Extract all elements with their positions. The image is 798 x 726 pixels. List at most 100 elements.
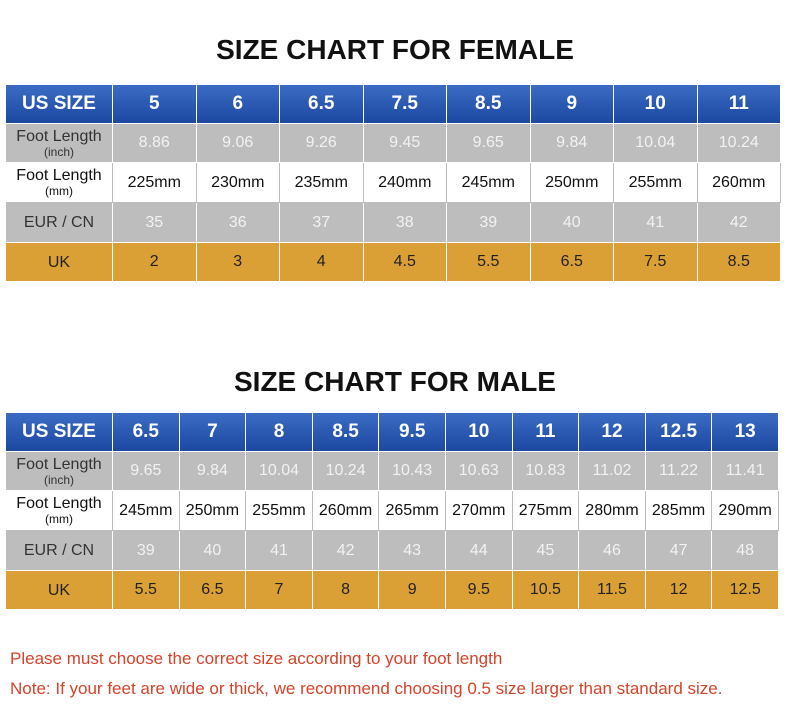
- label-text: UK: [47, 253, 71, 271]
- size-cell: 10.5: [512, 571, 580, 610]
- size-cell: 280mm: [579, 491, 646, 531]
- size-cell: 245mm: [447, 163, 531, 203]
- size-cell: 39: [447, 203, 531, 243]
- header-cell: US SIZE: [6, 413, 113, 452]
- size-cell: 48: [712, 531, 779, 571]
- size-cell: 4: [280, 243, 364, 282]
- size-cell: 250mm: [179, 491, 247, 531]
- size-cell: 10.83: [512, 452, 580, 491]
- size-cell: 43: [379, 531, 446, 571]
- header-cell: 11: [697, 85, 781, 124]
- header-cell: 8: [246, 413, 313, 452]
- size-cell: 10.04: [246, 452, 313, 491]
- header-cell: 8.5: [312, 413, 380, 452]
- size-cell: 42: [697, 203, 781, 243]
- size-cell: 260mm: [697, 163, 781, 203]
- row-label: EUR / CN: [6, 203, 113, 243]
- size-cell: 9.65: [447, 124, 531, 163]
- label-unit: (inch): [43, 472, 74, 487]
- size-cell: 45: [512, 531, 580, 571]
- size-cell: 5.5: [447, 243, 531, 282]
- size-cell: 11.5: [579, 571, 646, 610]
- size-cell: 255mm: [614, 163, 698, 203]
- label-text: Foot Length: [16, 455, 102, 473]
- header-cell: 11: [512, 413, 580, 452]
- header-cell: 7: [179, 413, 247, 452]
- size-cell: 9: [379, 571, 446, 610]
- size-cell: 41: [246, 531, 313, 571]
- header-cell: 9.5: [379, 413, 446, 452]
- size-cell: 2: [113, 243, 197, 282]
- size-cell: 6.5: [530, 243, 614, 282]
- size-cell: 44: [446, 531, 513, 571]
- size-cell: 8: [312, 571, 380, 610]
- size-cell: 9.26: [280, 124, 364, 163]
- size-cell: 5.5: [113, 571, 180, 610]
- row-label: Foot Length (inch): [6, 124, 113, 163]
- size-cell: 10.04: [614, 124, 698, 163]
- row-label: Foot Length (mm): [6, 491, 113, 531]
- size-cell: 6.5: [179, 571, 247, 610]
- size-cell: 41: [614, 203, 698, 243]
- row-label: Foot Length (inch): [6, 452, 113, 491]
- note-text: Note: If your feet are wide or thick, we…: [10, 679, 723, 698]
- size-cell: 270mm: [446, 491, 513, 531]
- size-cell: 11.22: [645, 452, 713, 491]
- size-cell: 10.43: [379, 452, 446, 491]
- size-cell: 9.65: [113, 452, 180, 491]
- table-title: SIZE CHART FOR FEMALE: [216, 34, 574, 65]
- label-text: Foot Length: [16, 167, 102, 184]
- size-cell: 9.45: [363, 124, 447, 163]
- size-cell: 230mm: [196, 163, 280, 203]
- size-cell: 10.24: [312, 452, 380, 491]
- size-cell: 7.5: [614, 243, 698, 282]
- size-cell: 240mm: [363, 163, 447, 203]
- size-cell: 47: [645, 531, 713, 571]
- size-cell: 4.5: [363, 243, 447, 282]
- row-label: Foot Length (mm): [6, 163, 113, 203]
- label-text: Foot Length: [16, 127, 102, 145]
- row-label: EUR / CN: [6, 531, 113, 571]
- size-cell: 3: [196, 243, 280, 282]
- size-cell: 12.5: [712, 571, 779, 610]
- size-cell: 7: [246, 571, 313, 610]
- header-cell: 7.5: [363, 85, 447, 124]
- size-cell: 9.84: [530, 124, 614, 163]
- size-cell: 35: [113, 203, 197, 243]
- size-cell: 250mm: [530, 163, 614, 203]
- size-cell: 8.5: [697, 243, 781, 282]
- size-cell: 10.24: [697, 124, 781, 163]
- size-cell: 9.5: [446, 571, 513, 610]
- size-cell: 46: [579, 531, 646, 571]
- header-cell: 6: [196, 85, 280, 124]
- header-cell: US SIZE: [6, 85, 113, 124]
- label-unit: (mm): [45, 512, 73, 526]
- header-cell: 10: [446, 413, 513, 452]
- label-text: UK: [47, 581, 71, 599]
- table-title: SIZE CHART FOR MALE: [234, 366, 556, 397]
- label-text: EUR / CN: [23, 214, 95, 231]
- size-cell: 290mm: [712, 491, 779, 531]
- size-cell: 10.63: [446, 452, 513, 491]
- size-cell: 11.02: [579, 452, 646, 491]
- size-cell: 11.41: [712, 452, 779, 491]
- header-cell: 6.5: [113, 413, 180, 452]
- label-text: EUR / CN: [23, 542, 95, 559]
- header-cell: 8.5: [447, 85, 531, 124]
- size-cell: 42: [312, 531, 380, 571]
- header-cell: 12: [579, 413, 646, 452]
- size-cell: 255mm: [246, 491, 313, 531]
- header-cell: 5: [113, 85, 197, 124]
- size-cell: 9.06: [196, 124, 280, 163]
- label-unit: (inch): [43, 144, 74, 159]
- size-cell: 40: [530, 203, 614, 243]
- note-text: Please must choose the correct size acco…: [10, 649, 503, 668]
- size-cell: 265mm: [379, 491, 446, 531]
- size-cell: 260mm: [312, 491, 380, 531]
- row-label: UK: [6, 571, 113, 610]
- size-cell: 9.84: [179, 452, 247, 491]
- size-cell: 8.86: [113, 124, 197, 163]
- size-cell: 38: [363, 203, 447, 243]
- size-cell: 37: [280, 203, 364, 243]
